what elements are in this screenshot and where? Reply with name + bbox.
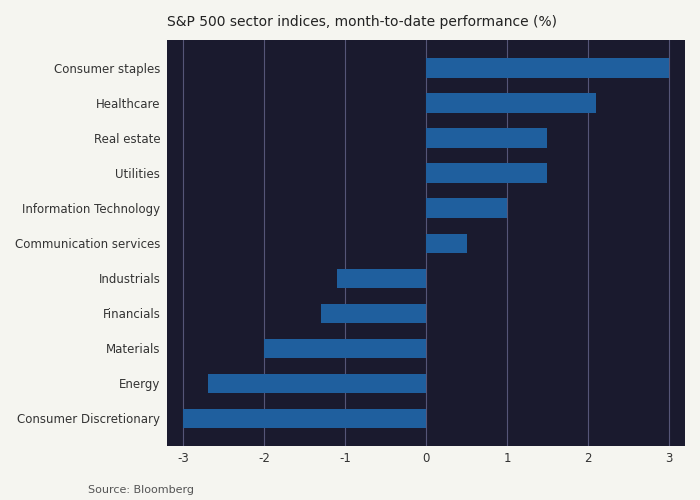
Bar bbox=[426, 58, 668, 78]
Bar bbox=[426, 164, 547, 182]
Bar bbox=[426, 128, 547, 148]
Bar bbox=[183, 408, 426, 428]
Bar bbox=[321, 304, 426, 323]
Bar bbox=[208, 374, 426, 393]
Bar bbox=[426, 198, 507, 218]
Text: S&P 500 sector indices, month-to-date performance (%): S&P 500 sector indices, month-to-date pe… bbox=[167, 15, 557, 29]
Bar bbox=[337, 268, 426, 288]
Bar bbox=[426, 234, 467, 253]
Bar bbox=[265, 338, 426, 358]
Bar bbox=[426, 94, 596, 112]
Text: Source: Bloomberg: Source: Bloomberg bbox=[88, 485, 193, 495]
